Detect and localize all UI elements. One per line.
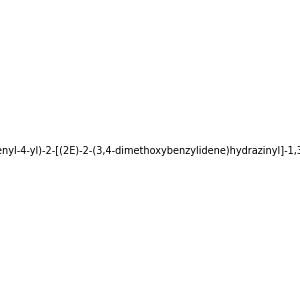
Text: 4-(biphenyl-4-yl)-2-[(2E)-2-(3,4-dimethoxybenzylidene)hydrazinyl]-1,3-thiazole: 4-(biphenyl-4-yl)-2-[(2E)-2-(3,4-dimetho…	[0, 146, 300, 157]
